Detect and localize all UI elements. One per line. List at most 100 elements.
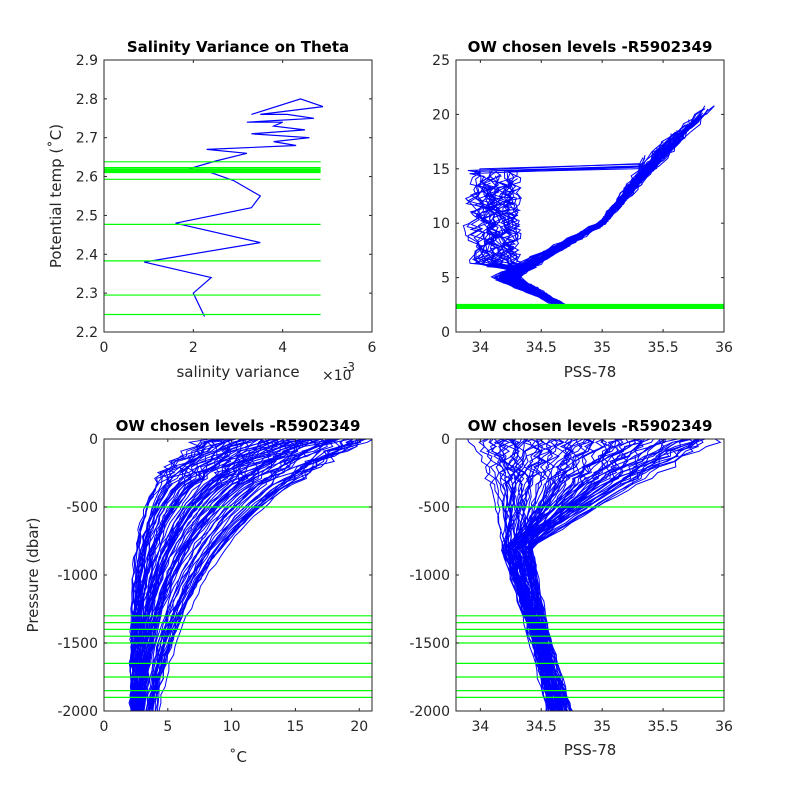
pressure-salinity-plot-area <box>456 439 724 711</box>
y-tick-label: 5 <box>441 271 450 287</box>
y-tick-label: -500 <box>418 500 450 516</box>
y-tick-label: 2.3 <box>76 286 98 302</box>
y-tick-label: 15 <box>432 162 450 178</box>
pressure-salinity-x-label: PSS-78 <box>564 741 617 759</box>
x-tick-label: 34.5 <box>526 340 557 356</box>
y-tick-label: 0 <box>89 432 98 448</box>
x-tick-label: 34 <box>471 719 489 735</box>
salinity-variance-title: Salinity Variance on Theta <box>127 38 349 56</box>
salinity-profile-line <box>522 439 722 711</box>
salinity-variance-y-label: Potential temp (˚C) <box>47 124 65 268</box>
y-tick-label: 2.7 <box>76 131 98 147</box>
temperature-profile-line <box>138 439 280 711</box>
salinity-profile-line <box>530 439 699 711</box>
x-tick-label: 2 <box>189 340 198 356</box>
y-tick-label: 2.5 <box>76 208 98 224</box>
salinity-profile-line <box>530 439 701 711</box>
temperature-profile-line <box>131 439 245 711</box>
salinity-variance-plot-area <box>104 98 324 317</box>
salinity-profile-line <box>526 439 706 711</box>
salinity-profile-line <box>523 439 688 711</box>
y-tick-label: 2.4 <box>76 247 98 263</box>
x-tick-label: 20 <box>350 719 368 735</box>
temperature-profile-line <box>128 439 228 711</box>
x-tick-label: 36 <box>715 340 733 356</box>
x-tick-label: 35.5 <box>648 719 679 735</box>
pressure-temperature-plot-area <box>104 439 372 711</box>
theta-salinity-panel: 34 34.5 35 35.5 36 0 5 10 15 20 25 OW chosen leve… <box>432 38 733 381</box>
temperature-profile-line <box>145 439 331 711</box>
x-tick-label: 15 <box>287 719 305 735</box>
y-tick-label: -1500 <box>409 636 450 652</box>
salinity-profile-line <box>527 439 586 711</box>
salinity-variance-x-ticks: 0 2 4 6 <box>100 60 377 356</box>
temperature-profile-line <box>151 439 362 711</box>
salinity-profile-line <box>522 439 666 711</box>
x-tick-label: 35 <box>593 719 611 735</box>
ts-profile-line <box>513 154 646 308</box>
pressure-salinity-panel: 34 34.5 35 35.5 36 -2000 -1500 -1000 -500 0 OW c… <box>409 417 733 759</box>
theta-salinity-x-label: PSS-78 <box>564 363 617 381</box>
temperature-profile-line <box>151 439 358 711</box>
temperature-profile-line <box>148 439 360 711</box>
ts-profile-line <box>507 131 677 309</box>
salinity-profile-line <box>528 439 696 711</box>
theta-salinity-axes-box <box>455 59 725 333</box>
ts-profile-line <box>512 105 715 308</box>
pressure-temperature-x-ticks: 0 5 10 15 20 <box>100 439 368 735</box>
x-tick-label: 10 <box>223 719 241 735</box>
salinity-variance-x-exponent: -3 <box>343 360 355 374</box>
y-tick-label: -500 <box>66 500 98 516</box>
y-tick-label: 2.6 <box>76 170 98 186</box>
theta-salinity-plot-area <box>456 105 724 310</box>
x-tick-label: 36 <box>715 719 733 735</box>
pressure-temperature-x-label: ˚C <box>229 748 247 766</box>
salinity-variance-panel: 0 2 4 6 2.2 2.3 2.4 2.5 2.6 2.7 2.8 2.9 Salinity V… <box>47 38 377 384</box>
salinity-profile-line <box>521 439 696 711</box>
ts-profile-line <box>512 112 702 309</box>
y-tick-label: 20 <box>432 107 450 123</box>
y-tick-label: 0 <box>441 325 450 341</box>
temperature-profile-line <box>139 439 316 711</box>
y-tick-label: -1000 <box>409 568 450 584</box>
temperature-profile-line <box>148 439 345 711</box>
theta-salinity-y-ticks: 0 5 10 15 20 25 <box>432 53 724 341</box>
y-tick-label: 2.8 <box>76 92 98 108</box>
x-tick-label: 0 <box>100 340 109 356</box>
pressure-salinity-y-ticks: -2000 -1500 -1000 -500 0 <box>409 432 724 720</box>
pressure-salinity-title: OW chosen levels -R5902349 <box>468 417 713 435</box>
temperature-profile-line <box>148 439 339 711</box>
ts-profile-line <box>511 105 715 308</box>
salinity-profile-line <box>509 439 684 711</box>
salinity-variance-x-label: salinity variance <box>176 363 299 381</box>
x-tick-label: 35 <box>593 340 611 356</box>
y-tick-label: 2.9 <box>76 53 98 69</box>
y-tick-label: -1500 <box>57 636 98 652</box>
pressure-temperature-title: OW chosen levels -R5902349 <box>116 417 361 435</box>
y-tick-label: 0 <box>441 432 450 448</box>
salinity-variance-y-ticks: 2.2 2.3 2.4 2.5 2.6 2.7 2.8 2.9 <box>76 53 372 341</box>
theta-salinity-title: OW chosen levels -R5902349 <box>468 38 713 56</box>
x-tick-label: 0 <box>100 719 109 735</box>
theta-salinity-x-ticks: 34 34.5 35 35.5 36 <box>471 60 733 356</box>
y-tick-label: -2000 <box>409 704 450 720</box>
temperature-profile-line <box>138 439 339 711</box>
x-tick-label: 4 <box>278 340 287 356</box>
x-tick-label: 5 <box>163 719 172 735</box>
temperature-profile-line <box>136 439 313 711</box>
y-tick-label: 10 <box>432 216 450 232</box>
salinity-variance-x-exponent-base: ×10 <box>322 368 352 384</box>
temperature-profile-line <box>132 439 241 711</box>
y-tick-label: 2.2 <box>76 325 98 341</box>
temperature-profile-line <box>129 439 247 711</box>
salinity-variance-axes-box <box>103 59 373 333</box>
pressure-temperature-panel: 0 5 10 15 20 -2000 -1500 -1000 -500 0 OW chosen … <box>24 417 373 766</box>
salinity-profile-line <box>503 439 699 711</box>
x-tick-label: 34.5 <box>526 719 557 735</box>
pressure-temperature-y-label: Pressure (dbar) <box>24 518 42 633</box>
x-tick-label: 35.5 <box>648 340 679 356</box>
y-tick-label: -2000 <box>57 704 98 720</box>
pressure-temperature-y-ticks: -2000 -1500 -1000 -500 0 <box>57 432 372 720</box>
temperature-profile-line <box>138 439 314 711</box>
